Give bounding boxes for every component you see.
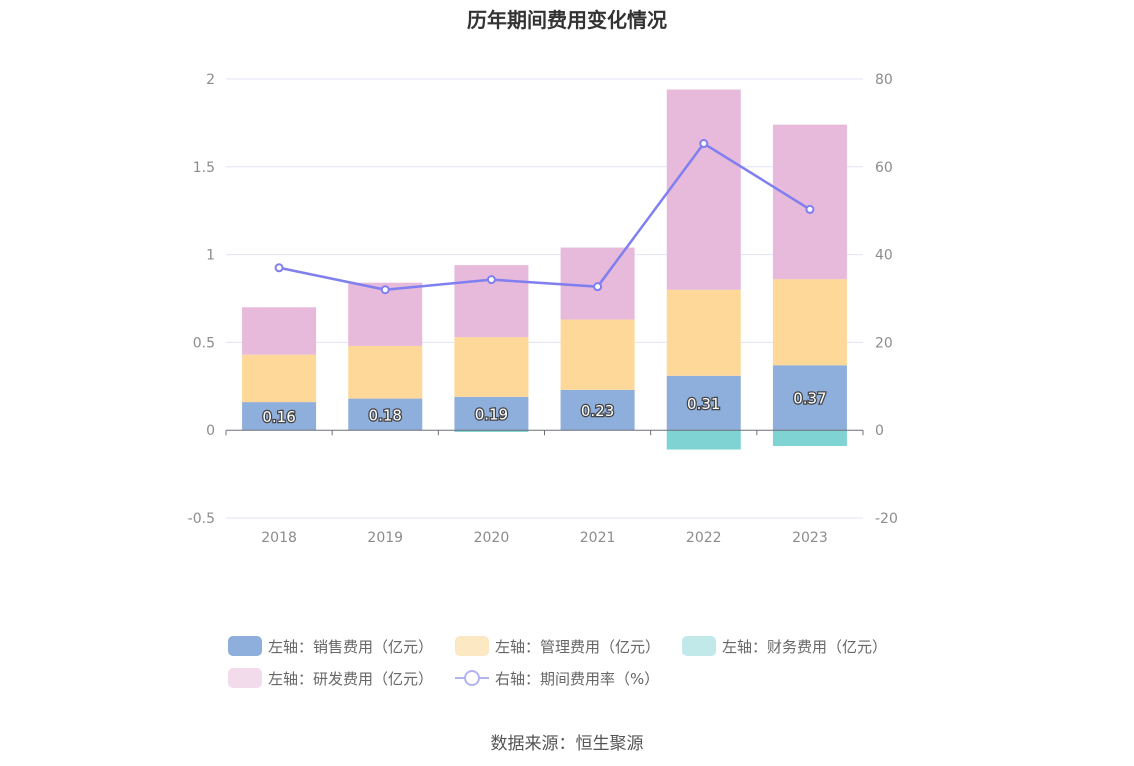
axes: -0.5 0 0.5 1 1.5 2 -20 0 20 40 60 80 2018 2019 2020 202… [188,72,898,546]
bar-value-label: 0.37 [793,390,826,408]
legend: 左轴：销售费用（亿元） 左轴：管理费用（亿元） 左轴：财务费用（亿元） 左轴：研… [228,630,928,694]
legend-row-2: 左轴：研发费用（亿元） 右轴：期间费用率（%） [228,662,928,694]
y-right-tick-label: -20 [875,511,898,527]
bar-segment [666,289,741,376]
bar-segment [666,430,741,450]
bar-segment [666,89,741,290]
legend-swatch-admin [455,636,490,656]
bars [242,89,847,450]
bar-segment [666,375,741,431]
y-right-tick-label: 40 [875,248,893,264]
bar-segment [772,365,847,431]
chart-title: 历年期间费用变化情况 [467,8,667,32]
legend-row-1: 左轴：销售费用（亿元） 左轴：管理费用（亿元） 左轴：财务费用（亿元） [228,630,928,662]
bar-value-label: 0.16 [262,408,295,426]
legend-label-sales: 左轴：销售费用（亿元） [268,637,434,656]
x-tick-label: 2019 [367,530,403,546]
x-tick-label: 2020 [474,530,510,546]
bar-segment [242,402,317,431]
bar-segment [772,430,847,447]
bar-segment [454,337,529,397]
bar-segment [454,396,529,431]
rate-point [805,204,815,214]
bar-segment [454,430,529,432]
rate-point [486,275,496,285]
x-tick-label: 2021 [580,530,616,546]
rate-point [380,285,390,295]
y-right-tick-label: 0 [875,423,884,439]
x-tick-label: 2018 [261,530,297,546]
bar-value-label: 0.31 [687,395,720,413]
bar-segment [348,398,423,431]
bar-value-label: 0.19 [475,406,508,424]
bar-segment [772,279,847,366]
gridlines [226,78,863,519]
rate-line [274,139,815,295]
bar-labels: 0.16 0.18 0.19 0.23 0.31 0.37 [261,388,828,427]
y-right-tick-label: 80 [875,72,893,88]
legend-swatch-finance [682,636,717,656]
legend-label-finance: 左轴：财务费用（亿元） [722,637,888,656]
rate-point [274,263,284,273]
bar-segment [772,124,847,280]
y-right-tick-label: 20 [875,335,893,351]
rate-point [699,139,709,149]
x-tick-label: 2022 [686,530,722,546]
legend-swatch-sales [228,636,262,656]
bar-segment [242,354,317,403]
legend-item-finance[interactable]: 左轴：财务费用（亿元） [682,636,887,657]
legend-item-sales[interactable]: 左轴：销售费用（亿元） [228,636,433,657]
y-left-tick-label: 1 [206,248,215,264]
legend-item-rd[interactable]: 左轴：研发费用（亿元） [228,668,433,689]
data-source: 数据来源：恒生聚源 [490,734,644,754]
bar-segment [560,389,635,431]
legend-label-rate: 右轴：期间费用率（%） [495,669,660,688]
y-left-tick-label: -0.5 [188,511,215,527]
legend-label-rd: 左轴：研发费用（亿元） [268,669,434,688]
legend-item-rate[interactable]: 右轴：期间费用率（%） [455,668,659,689]
y-left-tick-label: 0 [206,423,215,439]
rate-point [593,282,603,292]
legend-label-admin: 左轴：管理费用（亿元） [495,637,661,656]
legend-item-admin[interactable]: 左轴：管理费用（亿元） [455,636,660,657]
legend-line-marker-icon [455,668,490,688]
bar-segment [348,345,423,399]
bar-value-label: 0.23 [581,402,614,420]
x-tick-label: 2023 [792,530,828,546]
rate-line-path [278,141,811,291]
y-left-tick-label: 1.5 [193,160,215,176]
bar-value-label: 0.18 [369,406,402,424]
y-left-tick-label: 2 [206,72,215,88]
legend-swatch-rd [228,668,262,688]
y-right-tick-label: 60 [875,160,893,176]
y-left-tick-label: 0.5 [193,335,215,351]
bar-segment [560,319,635,390]
bar-segment [242,307,317,355]
